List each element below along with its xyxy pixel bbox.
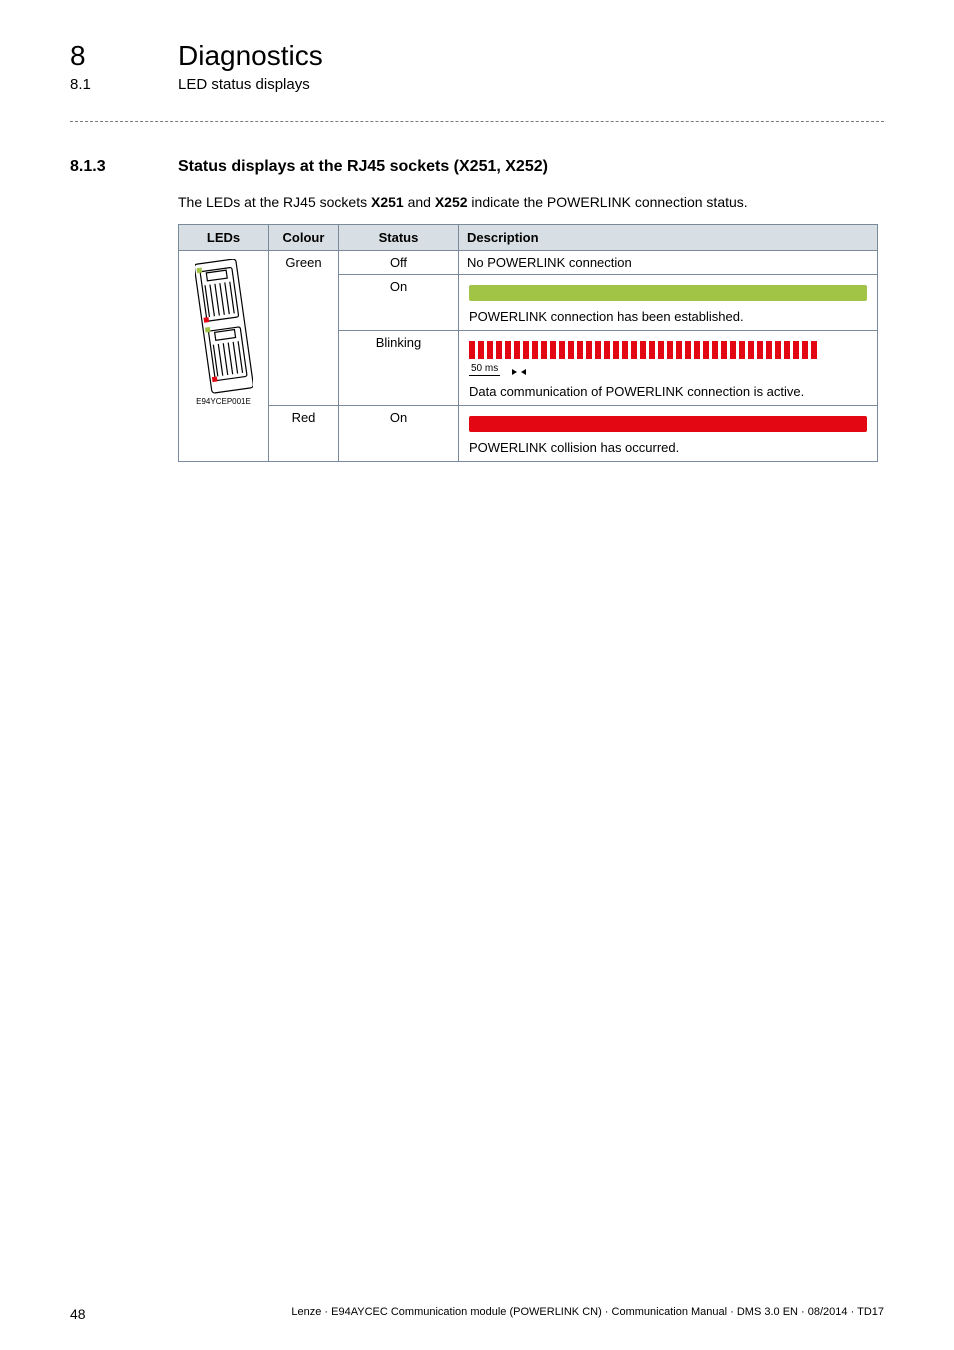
blinking-pattern: 50 ms — [469, 341, 867, 376]
led-diagram-cell: E94YCEP001E — [179, 251, 269, 462]
period-arrow-icon — [506, 365, 526, 375]
chapter-number: 8 — [70, 40, 130, 72]
red-status-bar — [469, 416, 867, 432]
intro-suffix: indicate the POWERLINK connection status… — [468, 194, 748, 210]
intro-text: The LEDs at the RJ45 sockets X251 and X2… — [178, 194, 884, 210]
green-status-bar — [469, 285, 867, 301]
blinking-ticks — [469, 341, 867, 359]
th-leds: LEDs — [179, 225, 269, 251]
th-colour: Colour — [269, 225, 339, 251]
page-number: 48 — [70, 1306, 86, 1322]
divider-dashed — [70, 121, 884, 122]
rj45-socket-icon — [195, 259, 253, 395]
cell-status-blinking: Blinking — [339, 331, 459, 406]
desc-text-blinking: Data communication of POWERLINK connecti… — [469, 384, 867, 399]
page-footer: 48 Lenze · E94AYCEC Communication module… — [70, 1306, 884, 1322]
th-desc: Description — [459, 225, 878, 251]
desc-text-red-on: POWERLINK collision has occurred. — [469, 440, 867, 455]
cell-status-red-on: On — [339, 406, 459, 462]
footer-line: Lenze · E94AYCEC Communication module (P… — [291, 1306, 884, 1322]
cell-colour-green: Green — [269, 251, 339, 406]
blinking-period-label: 50 ms — [469, 363, 500, 376]
desc-text-green-on: POWERLINK connection has been establishe… — [469, 309, 867, 324]
subsection-title: Status displays at the RJ45 sockets (X25… — [178, 158, 548, 176]
table-header-row: LEDs Colour Status Description — [179, 225, 878, 251]
cell-status-on: On — [339, 275, 459, 331]
cell-desc-on: POWERLINK connection has been establishe… — [459, 275, 878, 331]
led-status-table: LEDs Colour Status Description — [178, 224, 878, 462]
cell-desc-off: No POWERLINK connection — [459, 251, 878, 275]
cell-desc-red-on: POWERLINK collision has occurred. — [459, 406, 878, 462]
table-row: Red On POWERLINK collision has occurred. — [179, 406, 878, 462]
cell-colour-red: Red — [269, 406, 339, 462]
th-status: Status — [339, 225, 459, 251]
cell-status-off: Off — [339, 251, 459, 275]
led-diagram-caption: E94YCEP001E — [183, 397, 264, 406]
intro-bold-x251: X251 — [371, 194, 404, 210]
section-number: 8.1 — [70, 76, 130, 93]
cell-desc-blinking: 50 ms Data communication of POWERLINK co… — [459, 331, 878, 406]
subsection-number: 8.1.3 — [70, 158, 130, 176]
intro-prefix: The LEDs at the RJ45 sockets — [178, 194, 371, 210]
intro-bold-x252: X252 — [435, 194, 468, 210]
intro-mid: and — [404, 194, 435, 210]
table-row: E94YCEP001E Green Off No POWERLINK conne… — [179, 251, 878, 275]
chapter-title: Diagnostics — [178, 40, 323, 72]
section-title: LED status displays — [178, 76, 310, 93]
